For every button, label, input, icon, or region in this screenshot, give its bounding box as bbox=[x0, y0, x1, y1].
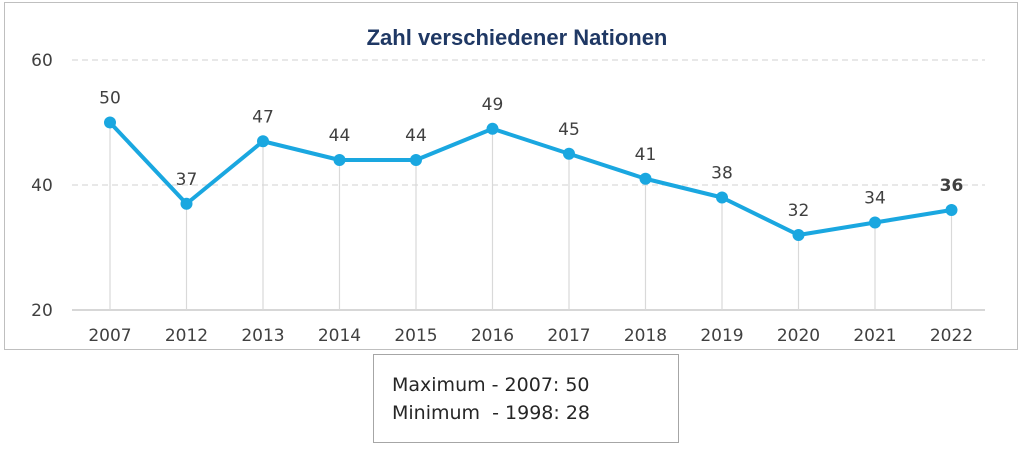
summary-note-box: Maximum - 2007: 50 Minimum - 1998: 28 bbox=[373, 354, 679, 443]
data-label: 47 bbox=[252, 107, 274, 127]
x-tick-label: 2018 bbox=[624, 326, 667, 346]
data-label: 38 bbox=[711, 164, 733, 184]
data-label: 44 bbox=[405, 126, 427, 146]
data-label: 32 bbox=[788, 201, 810, 221]
data-labels: 50 37 47 44 44 49 45 41 38 32 34 36 bbox=[99, 89, 963, 222]
series-line bbox=[108, 120, 954, 237]
x-tick-label: 2012 bbox=[165, 326, 208, 346]
y-axis-ticks: 20 40 60 bbox=[31, 51, 53, 321]
x-axis-ticks: 2007 2012 2013 2014 2015 2016 2017 2018 2019 2020… bbox=[88, 326, 973, 346]
x-tick-label: 2020 bbox=[777, 326, 820, 346]
x-tick-label: 2021 bbox=[853, 326, 896, 346]
y-tick-label: 20 bbox=[31, 301, 53, 321]
data-label: 44 bbox=[329, 126, 351, 146]
data-point bbox=[639, 172, 652, 185]
x-tick-label: 2017 bbox=[547, 326, 590, 346]
data-label: 36 bbox=[940, 176, 964, 196]
data-point bbox=[945, 204, 958, 216]
grid-layer bbox=[72, 59, 985, 311]
drop-lines bbox=[109, 122, 953, 310]
minimum-note: Minimum - 1998: 28 bbox=[392, 402, 590, 424]
data-label: 50 bbox=[99, 89, 121, 109]
x-tick-label: 2015 bbox=[394, 326, 437, 346]
data-point bbox=[486, 122, 499, 135]
x-tick-label: 2013 bbox=[241, 326, 284, 346]
data-label: 37 bbox=[176, 170, 198, 190]
y-tick-label: 60 bbox=[31, 51, 53, 71]
data-point bbox=[180, 197, 193, 210]
data-label: 34 bbox=[864, 189, 886, 209]
data-label: 45 bbox=[558, 120, 580, 140]
data-point bbox=[792, 229, 805, 241]
series-line-path bbox=[108, 120, 954, 237]
y-tick-label: 40 bbox=[31, 176, 53, 196]
maximum-note: Maximum - 2007: 50 bbox=[392, 374, 590, 396]
x-tick-label: 2014 bbox=[318, 326, 361, 346]
data-point bbox=[869, 216, 881, 229]
data-point bbox=[563, 147, 575, 160]
x-tick-label: 2016 bbox=[471, 326, 514, 346]
data-label: 49 bbox=[482, 95, 504, 115]
data-point bbox=[410, 154, 422, 166]
chart-title: Zahl verschiedener Nationen bbox=[367, 25, 668, 50]
data-point bbox=[716, 191, 728, 204]
data-point bbox=[333, 154, 346, 166]
data-points bbox=[104, 116, 958, 241]
x-tick-label: 2022 bbox=[930, 326, 973, 346]
data-label: 41 bbox=[635, 145, 657, 165]
x-tick-label: 2019 bbox=[700, 326, 743, 346]
data-point bbox=[257, 135, 269, 148]
data-point bbox=[104, 116, 116, 129]
x-tick-label: 2007 bbox=[88, 326, 131, 346]
